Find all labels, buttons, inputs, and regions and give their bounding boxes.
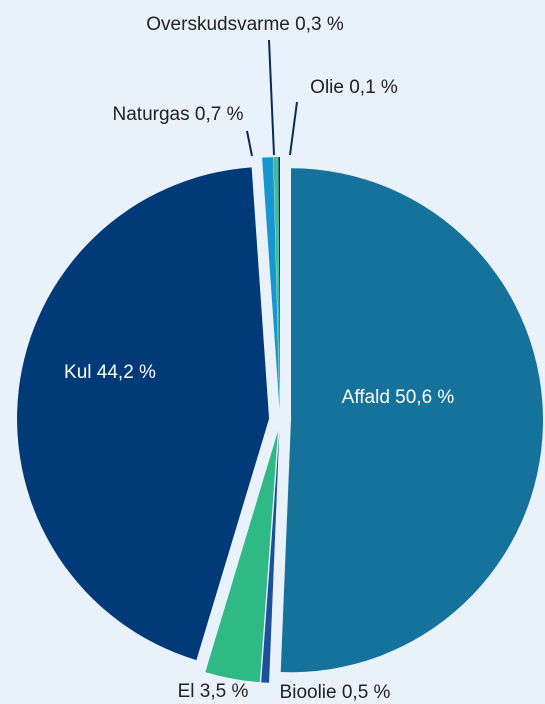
- pie-slice-olie: [278, 157, 280, 410]
- slice-label-affald: Affald 50,6 %: [342, 387, 455, 408]
- slice-label-bioolie: Bioolie 0,5 %: [280, 682, 391, 703]
- pie-slice-bioolie: [261, 430, 280, 683]
- pie-slice-el: [205, 430, 279, 683]
- pie-slice-kul: [17, 167, 270, 661]
- pie-slice-overskudsvarme: [273, 157, 280, 410]
- leader-line-naturgas: [246, 130, 253, 157]
- pie-slice-affald: [280, 168, 543, 673]
- pie-slice-naturgas: [262, 157, 280, 410]
- slice-label-el: El 3,5 %: [178, 681, 249, 702]
- slice-label-kul: Kul 44,2 %: [64, 362, 156, 383]
- leader-line-olie: [289, 101, 298, 156]
- slice-label-overskudsvarme: Overskudsvarme 0,3 %: [146, 14, 344, 35]
- slice-label-naturgas: Naturgas 0,7 %: [113, 104, 244, 125]
- leader-line-overskudsvarme: [268, 39, 275, 156]
- slice-label-olie: Olie 0,1 %: [310, 77, 398, 98]
